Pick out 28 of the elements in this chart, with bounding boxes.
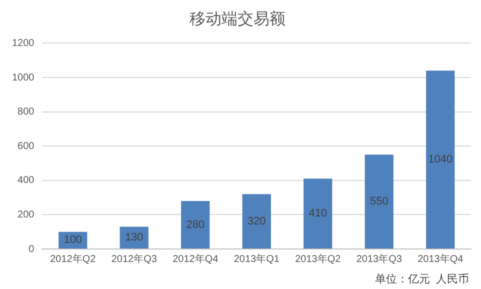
x-tick-label: 2012年Q3 (111, 252, 158, 265)
bar (304, 178, 332, 248)
chart-title: 移动端交易额 (190, 10, 286, 28)
data-label: 280 (186, 218, 205, 231)
bar (426, 70, 455, 248)
x-tick-label: 2013年Q2 (295, 252, 342, 265)
y-tick-label: 1000 (12, 72, 35, 84)
bar (364, 154, 394, 248)
data-label: 320 (247, 215, 266, 228)
bar (181, 200, 210, 248)
x-tick-label: 2013年Q1 (234, 252, 280, 265)
y-tick-label: 800 (18, 106, 35, 118)
data-label: 130 (124, 232, 144, 244)
x-tick-label: 2012年Q4 (172, 252, 219, 265)
data-label: 1040 (428, 154, 453, 166)
y-tick-label: 0 (28, 244, 35, 255)
data-label: 410 (308, 208, 328, 220)
x-tick-label: 2013年Q4 (418, 252, 464, 265)
y-tick-label: 600 (18, 140, 35, 152)
y-tick-label: 400 (18, 175, 35, 186)
x-tick-label: 2012年Q2 (50, 252, 96, 265)
text: 单位：亿元 人民币 (374, 272, 469, 286)
bar (242, 194, 271, 248)
y-tick-label: 200 (18, 209, 35, 220)
data-label: 550 (370, 196, 388, 208)
data-label: 100 (64, 234, 82, 246)
x-tick-label: 2013年Q3 (356, 252, 402, 265)
y-tick-label: 1200 (12, 38, 35, 49)
